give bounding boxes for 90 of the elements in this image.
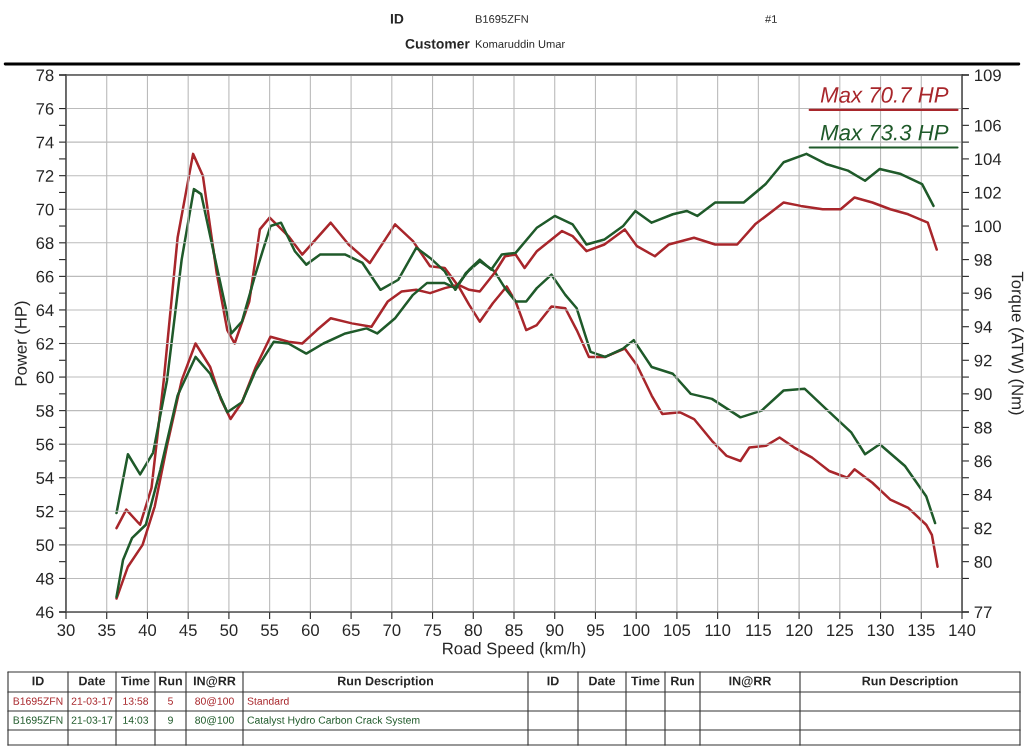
text: Customer	[405, 38, 470, 49]
x-tick-label: 120	[786, 624, 813, 637]
text: IN@RR	[193, 676, 236, 688]
y-tick-label: 66	[36, 270, 54, 283]
x-tick-label: 130	[867, 624, 894, 637]
x-tick-label: 85	[505, 624, 523, 637]
annotation: Max 73.3 HP	[820, 124, 949, 141]
text: 21-03-17	[71, 716, 113, 724]
text: Standard	[247, 697, 289, 705]
text: B1695ZFN	[13, 716, 63, 724]
text: B1695ZFN	[13, 697, 63, 705]
y2-tick-label: 92	[974, 354, 992, 367]
y-axis-title: Power (HP)	[14, 301, 31, 386]
x-tick-label: 115	[746, 624, 771, 637]
y-tick-label: 78	[36, 69, 54, 82]
x-tick-label: 80	[464, 624, 482, 637]
text: Run Description	[338, 676, 433, 688]
x-tick-label: 40	[138, 624, 157, 637]
y2-tick-label: 109	[975, 69, 1001, 82]
y-tick-label: 74	[36, 136, 54, 149]
y-tick-label: 58	[36, 405, 54, 417]
y2-tick-label: 94	[974, 321, 992, 333]
x-tick-label: 55	[261, 624, 279, 637]
text: IN@RR	[729, 676, 772, 688]
y2-tick-label: 96	[974, 287, 992, 300]
text: Catalyst Hydro Carbon Crack System	[247, 716, 420, 726]
y-tick-label: 76	[36, 102, 54, 115]
y-tick-label: 56	[36, 438, 54, 451]
x-tick-label: 45	[179, 624, 197, 637]
y2-tick-label: 77	[974, 606, 992, 619]
x-tick-label: 90	[546, 624, 564, 637]
text: 80@100	[195, 716, 234, 726]
annotation: Max 70.7 HP	[820, 87, 949, 103]
y-tick-label: 62	[36, 337, 54, 350]
text: 80@100	[195, 697, 234, 707]
x-axis-title: Road Speed (km/h)	[443, 642, 586, 658]
y-tick-label: 50	[36, 539, 54, 552]
x-tick-label: 100	[623, 624, 650, 637]
x-tick-label: 140	[949, 624, 976, 637]
text: Date	[79, 676, 106, 686]
text: ID	[32, 676, 44, 686]
y2-tick-label: 104	[975, 153, 1002, 166]
text: 5	[168, 697, 173, 705]
text: ID	[390, 14, 404, 24]
x-tick-label: 125	[827, 624, 854, 637]
x-tick-label: 65	[342, 624, 360, 637]
y2-tick-label: 82	[974, 522, 992, 535]
x-tick-label: 50	[220, 624, 238, 637]
y-tick-label: 70	[36, 203, 54, 216]
y-tick-label: 64	[36, 304, 54, 317]
x-tick-label: 60	[301, 624, 319, 637]
text: Komaruddin Umar	[475, 39, 565, 48]
text: 21-03-17	[71, 697, 113, 705]
y-tick-label: 54	[36, 472, 54, 484]
x-tick-label: 95	[586, 624, 605, 637]
x-tick-label: 110	[705, 624, 731, 637]
x-tick-label: 105	[664, 624, 691, 637]
y-tick-label: 48	[36, 572, 54, 585]
text: Run	[159, 676, 182, 686]
text: 14:03	[123, 716, 149, 724]
text: ID	[547, 676, 559, 686]
x-tick-label: 35	[98, 624, 116, 637]
text: 9	[168, 716, 173, 724]
y-tick-label: 60	[36, 371, 54, 384]
y-tick-label: 52	[36, 505, 54, 518]
x-tick-label: 135	[908, 624, 935, 637]
text: Run	[671, 676, 694, 686]
y-tick-label: 72	[36, 170, 54, 182]
y2-tick-label: 84	[974, 488, 992, 501]
y2-tick-label: 86	[974, 455, 992, 468]
text: 13:58	[123, 697, 149, 705]
y2-tick-label: 98	[974, 253, 992, 266]
y-tick-label: 46	[36, 606, 54, 619]
y2-tick-label: 80	[974, 556, 992, 568]
text: Run Description	[862, 676, 958, 688]
y2-tick-label: 106	[975, 119, 1001, 132]
y-tick-label: 68	[36, 237, 54, 250]
x-tick-label: 70	[383, 624, 401, 637]
x-tick-label: 30	[57, 624, 75, 637]
text: #1	[765, 15, 777, 23]
text: Time	[631, 676, 660, 686]
text: Date	[589, 676, 616, 686]
y2-tick-label: 102	[975, 186, 1001, 199]
y2-tick-label: 100	[975, 220, 1001, 233]
y2-tick-label: 90	[974, 388, 992, 401]
text: B1695ZFN	[475, 15, 528, 23]
y2-tick-label: 88	[974, 421, 992, 434]
text: Time	[121, 676, 150, 686]
y2-axis-title: Torque (ATW) (Nm)	[1008, 271, 1024, 415]
x-tick-label: 75	[424, 624, 442, 637]
